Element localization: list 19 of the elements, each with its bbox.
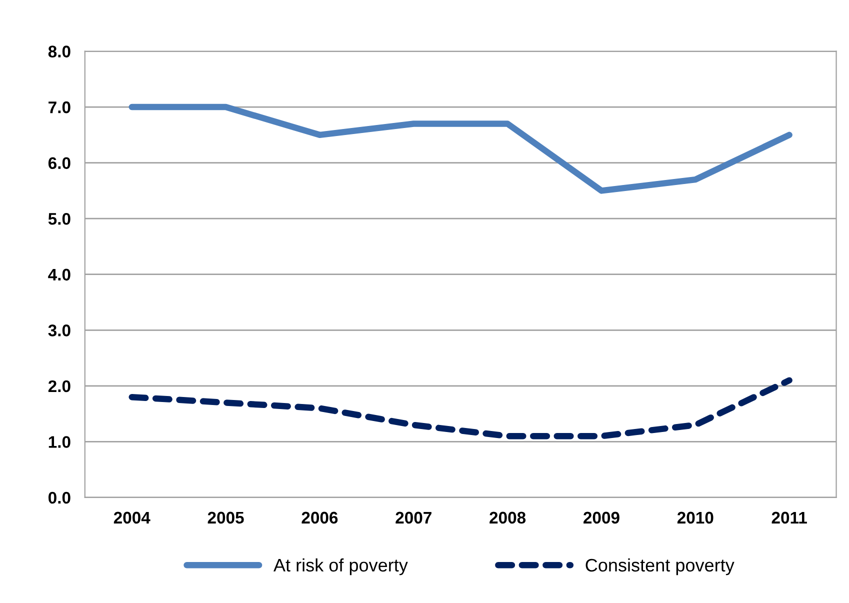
y-tick-label: 0.0	[48, 492, 70, 504]
y-tick-label: 8.0	[48, 46, 70, 58]
y-tick-label: 3.0	[48, 324, 70, 336]
x-tick-label: 2006	[302, 512, 338, 524]
x-tick-label: 2010	[677, 512, 714, 524]
x-tick-label: 2008	[490, 512, 526, 524]
x-tick-label: 2005	[208, 512, 244, 524]
x-tick-label: 2004	[114, 512, 150, 524]
x-tick-label: 2007	[396, 512, 432, 524]
y-tick-label: 4.0	[48, 268, 70, 281]
y-tick-label: 7.0	[48, 101, 70, 114]
x-tick-label: 2009	[584, 512, 620, 524]
legend-label: At risk of poverty	[273, 558, 408, 576]
y-tick-label: 5.0	[48, 212, 70, 225]
y-tick-label: 1.0	[48, 436, 70, 448]
x-tick-label: 2011	[772, 512, 807, 524]
y-tick-label: 6.0	[48, 157, 70, 170]
y-tick-label: 2.0	[48, 380, 70, 392]
legend-label: Consistent poverty	[586, 558, 734, 576]
